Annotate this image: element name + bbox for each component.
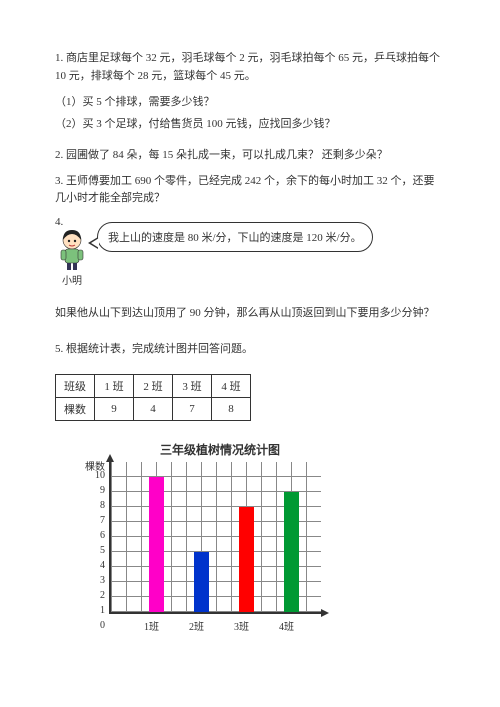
chart-grid [109, 462, 321, 614]
q1-stem: 1. 商店里足球每个 32 元，羽毛球每个 2 元，羽毛球拍每个 65 元，乒乓… [55, 50, 445, 85]
x-label: 4班 [264, 618, 309, 633]
q4-number: 4. [55, 216, 63, 228]
y-tick: 0 [95, 618, 105, 633]
x-label: 3班 [219, 618, 264, 633]
td-v2: 4 [134, 398, 173, 421]
speech-bubble: 我上山的速度是 80 米/分，下山的速度是 120 米/分。 [97, 222, 373, 252]
table-row: 班级 1 班 2 班 3 班 4 班 [56, 375, 251, 398]
q1-part1: （1）买 5 个排球，需要多少钱？ [55, 93, 445, 109]
th-c2: 2 班 [134, 375, 173, 398]
th-c3: 3 班 [173, 375, 212, 398]
td-v1: 9 [95, 398, 134, 421]
bar-chart: 三年级植树情况统计图 棵数 10 9 8 7 6 5 4 3 2 1 0 [85, 441, 445, 633]
y-tick: 8 [95, 498, 105, 513]
chart-bar [284, 492, 299, 612]
q5-text: 5. 根据统计表，完成统计图并回答问题。 [55, 341, 445, 359]
arrow-right-icon [321, 609, 329, 617]
q3-text: 3. 王师傅要加工 690 个零件，已经完成 242 个，余下的每小时加工 32… [55, 173, 445, 208]
y-tick: 2 [95, 588, 105, 603]
chart-bar [149, 477, 164, 612]
chart-bar [239, 507, 254, 612]
y-tick: 7 [95, 513, 105, 528]
y-tick: 1 [95, 603, 105, 618]
td-label: 棵数 [56, 398, 95, 421]
stat-table: 班级 1 班 2 班 3 班 4 班 棵数 9 4 7 8 [55, 374, 251, 421]
x-label: 1班 [129, 618, 174, 633]
q1-part2: （2）买 3 个足球，付给售货员 100 元钱，应找回多少钱？ [55, 115, 445, 131]
x-axis-labels: 1班 2班 3班 4班 [129, 618, 321, 633]
boy-cartoon-icon [55, 228, 89, 272]
q4-scene: 4. 小明 我上山的速度是 80 米/分，下山的速度是 120 米/分。 [55, 216, 445, 287]
q4-follow: 如果他从山下到达山顶用了 90 分钟，那么再从山顶返回到山下要用多少分钟？ [55, 305, 445, 323]
q2-text: 2. 园圃做了 84 朵，每 15 朵扎成一束，可以扎成几束？ 还剩多少朵？ [55, 147, 445, 165]
y-tick: 6 [95, 528, 105, 543]
th-class: 班级 [56, 375, 95, 398]
th-c4: 4 班 [212, 375, 251, 398]
td-v3: 7 [173, 398, 212, 421]
td-v4: 8 [212, 398, 251, 421]
th-c1: 1 班 [95, 375, 134, 398]
table-row: 棵数 9 4 7 8 [56, 398, 251, 421]
chart-bar [194, 552, 209, 612]
y-tick: 4 [95, 558, 105, 573]
y-tick: 9 [95, 483, 105, 498]
x-label: 2班 [174, 618, 219, 633]
chart-title: 三年级植树情况统计图 [105, 441, 335, 458]
boy-name: 小明 [55, 272, 89, 287]
arrow-up-icon [106, 454, 114, 462]
y-tick: 3 [95, 573, 105, 588]
y-tick: 5 [95, 543, 105, 558]
y-ticks: 10 9 8 7 6 5 4 3 2 1 0 [95, 475, 105, 625]
y-tick: 10 [95, 468, 105, 483]
